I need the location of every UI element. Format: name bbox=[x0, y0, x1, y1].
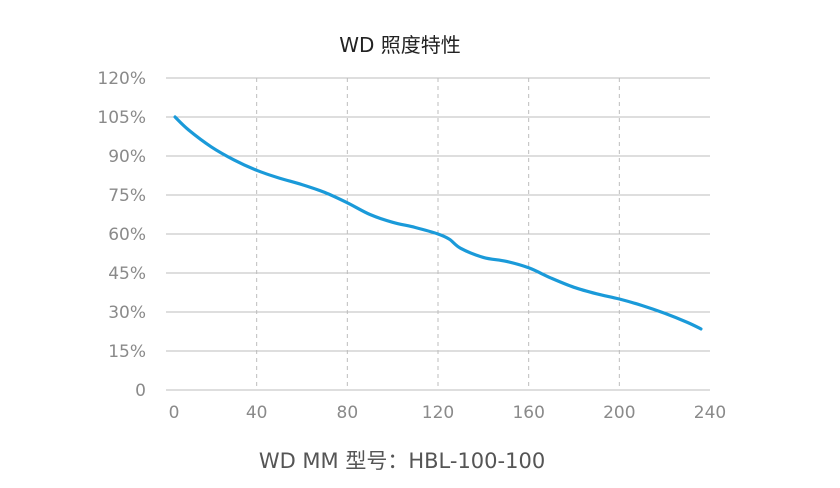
chart-title: WD 照度特性 bbox=[339, 33, 461, 57]
series-layer bbox=[173, 115, 703, 331]
y-tick-label-1: 15% bbox=[108, 342, 146, 362]
x-tick-label-6: 240 bbox=[694, 403, 726, 423]
y-tick-label-7: 105% bbox=[97, 108, 146, 128]
y-tick-label-0: 0 bbox=[135, 381, 146, 401]
grid-lines bbox=[166, 77, 710, 390]
y-tick-label-3: 45% bbox=[108, 264, 146, 284]
y-tick-label-5: 75% bbox=[108, 186, 146, 206]
y-tick-label-4: 60% bbox=[108, 225, 146, 245]
x-tick-label-2: 80 bbox=[337, 403, 359, 423]
y-tick-label-6: 90% bbox=[108, 147, 146, 167]
y-tick-label-8: 120% bbox=[97, 69, 146, 89]
y-tick-label-2: 30% bbox=[108, 303, 146, 323]
chart-caption: WD MM 型号：HBL-100-100 bbox=[259, 449, 545, 473]
x-tick-label-4: 160 bbox=[512, 403, 544, 423]
tick-labels: 0 15% 30% 45% 60% 75% 90% 105% 120% 0 40 80 120 160 20… bbox=[97, 69, 726, 423]
x-tick-label-0: 0 bbox=[169, 403, 180, 423]
series-line-0 bbox=[173, 115, 703, 331]
x-tick-label-3: 120 bbox=[422, 403, 454, 423]
x-tick-label-1: 40 bbox=[246, 403, 268, 423]
x-tick-label-5: 200 bbox=[603, 403, 635, 423]
